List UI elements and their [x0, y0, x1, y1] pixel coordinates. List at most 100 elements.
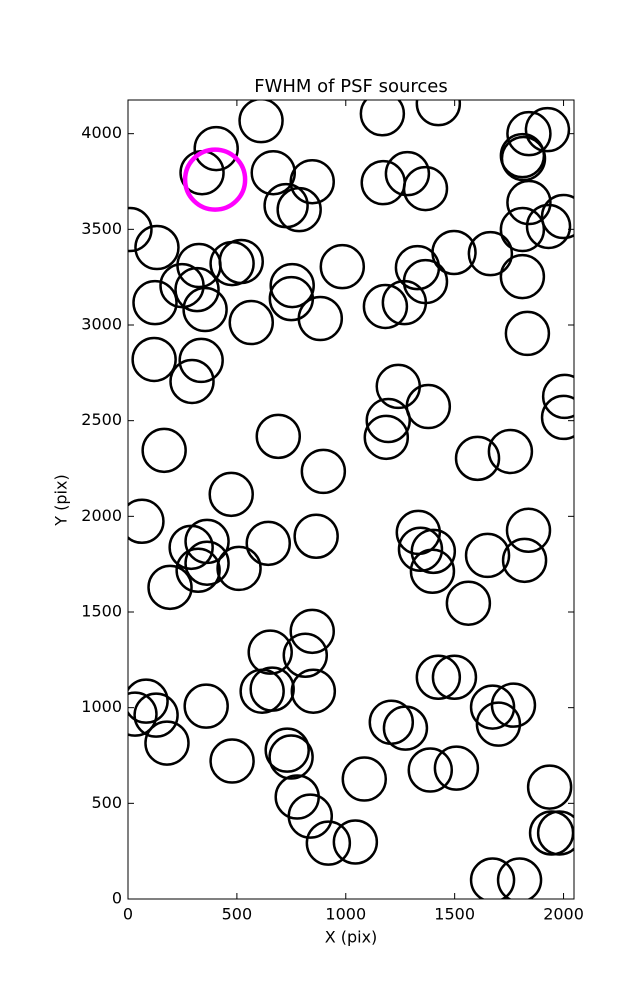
source-marker [454, 435, 501, 482]
source-marker [540, 193, 574, 240]
source-marker [499, 253, 546, 300]
source-marker [147, 564, 193, 611]
plot-area [128, 100, 574, 899]
source-marker [464, 532, 511, 579]
x-tick-label: 500 [222, 905, 253, 924]
source-marker [169, 358, 215, 405]
source-marker [536, 810, 574, 856]
source-marker [289, 608, 335, 655]
source-marker [384, 150, 431, 197]
source-marker [290, 668, 337, 714]
source-marker [209, 738, 255, 784]
source-marker [505, 507, 552, 554]
x-tick-label: 0 [123, 905, 133, 924]
source-marker [159, 262, 205, 309]
source-marker [487, 428, 534, 475]
source-marker [431, 654, 478, 700]
source-marker [193, 125, 239, 172]
source-marker [249, 666, 295, 712]
y-tick-label: 1000 [81, 697, 122, 716]
source-marker [528, 810, 574, 856]
source-marker [182, 147, 248, 212]
source-marker [409, 548, 456, 594]
source-marker [415, 654, 462, 700]
source-marker [332, 819, 379, 865]
y-tick-label: 2000 [81, 506, 122, 525]
source-marker [524, 106, 571, 153]
source-marker [264, 727, 310, 773]
source-marker [415, 100, 462, 127]
source-marker [183, 683, 229, 729]
source-marker [208, 471, 254, 518]
source-marker [132, 279, 178, 326]
source-marker [268, 734, 314, 780]
source-marker [300, 448, 347, 495]
source-marker [178, 337, 224, 384]
chart-title: FWHM of PSF sources [254, 76, 448, 97]
source-marker [490, 682, 537, 728]
y-tick-label: 3000 [81, 315, 122, 334]
source-marker [282, 632, 329, 678]
source-marker [541, 373, 574, 420]
source-marker [499, 206, 546, 253]
source-marker [402, 258, 449, 305]
source-marker [506, 110, 552, 157]
source-marker [247, 629, 293, 675]
source-marker [128, 691, 158, 737]
source-marker [363, 414, 410, 461]
x-tick-label: 1000 [325, 905, 366, 924]
source-marker [269, 262, 315, 309]
source-marker [365, 397, 411, 444]
source-marker [218, 238, 264, 285]
x-axis-label: X (pix) [325, 928, 378, 947]
source-marker [289, 158, 335, 205]
source-marker [445, 580, 492, 626]
source-marker [184, 540, 230, 586]
y-tick-label: 4000 [81, 123, 122, 142]
source-marker [526, 764, 573, 810]
axes-frame [127, 99, 575, 900]
source-marker [431, 229, 477, 276]
source-marker [175, 547, 221, 594]
source-marker [305, 820, 352, 866]
source-marker [131, 336, 177, 383]
source-marker [467, 230, 514, 277]
source-marker [141, 427, 187, 474]
y-tick-label: 1500 [81, 602, 122, 621]
source-marker [397, 526, 444, 572]
source-marker [501, 537, 548, 584]
source-marker [228, 299, 275, 346]
source-marker [293, 513, 339, 559]
y-axis-label: Y (pix) [52, 474, 71, 526]
source-marker [128, 498, 165, 545]
source-marker [475, 701, 522, 747]
source-marker [496, 857, 543, 899]
source-marker [245, 520, 291, 567]
y-tick-label: 2500 [81, 410, 122, 429]
source-marker [128, 678, 169, 724]
source-marker [382, 705, 429, 751]
source-marker [287, 793, 334, 839]
source-marker [297, 295, 344, 342]
source-marker [250, 149, 297, 196]
source-marker [504, 310, 551, 357]
source-marker [174, 266, 220, 313]
x-tick-label: 1500 [434, 905, 475, 924]
source-marker [540, 394, 574, 441]
source-marker [184, 518, 230, 565]
source-marker [216, 545, 262, 592]
source-marker [402, 165, 449, 212]
source-marker [433, 745, 480, 791]
source-marker [469, 857, 516, 899]
source-marker [134, 224, 180, 271]
source-marker [182, 286, 228, 333]
source-marker [506, 179, 552, 226]
x-tick-label: 2000 [543, 905, 584, 924]
source-marker [362, 283, 409, 330]
y-tick-label: 0 [112, 889, 122, 908]
source-marker [405, 383, 452, 430]
source-marker [255, 413, 302, 460]
source-marker [128, 206, 153, 253]
source-marker [144, 720, 190, 766]
source-marker [410, 528, 457, 575]
